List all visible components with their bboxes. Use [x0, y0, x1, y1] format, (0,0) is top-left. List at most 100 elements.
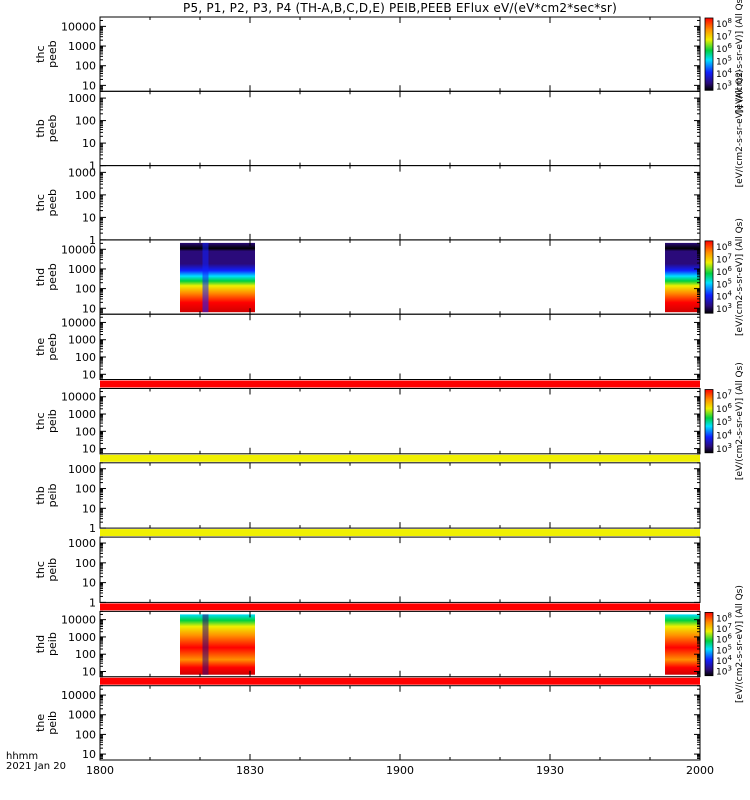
- colorbar-tick-label: 108: [716, 17, 732, 30]
- panel-label: thd: [34, 268, 47, 286]
- data-block-1: [180, 614, 255, 675]
- y-tick-label: 1000: [68, 709, 96, 722]
- panel-label: thc: [34, 45, 47, 62]
- colorbar-tick-label: 107: [716, 622, 732, 635]
- colorbar: [704, 612, 714, 677]
- y-tick-label: 1000: [68, 463, 96, 476]
- panel-frame: [99, 90, 701, 167]
- y-tick-label: 10: [82, 665, 96, 678]
- colorbar-tick-label: 106: [716, 633, 732, 646]
- y-tick-label: 100: [75, 351, 96, 364]
- y-tick-label: 100: [75, 283, 96, 296]
- panel-4: 10000 1000 100 10 thd peeb 108107106105104103[…: [34, 218, 745, 336]
- y-tick-label: 10: [82, 79, 96, 92]
- colorbar: [704, 17, 714, 91]
- date-label: 2021 Jan 20: [6, 761, 66, 772]
- panel-label: the: [34, 338, 47, 356]
- y-tick-label: 10: [82, 137, 96, 150]
- y-tick-label: 100: [75, 728, 96, 741]
- panel-label: peib: [46, 558, 59, 582]
- panel-1: 10000 1000 100 10 thc peeb 108107106105104103[…: [34, 0, 745, 113]
- y-tick-label: 10: [82, 443, 96, 456]
- colorbar-label: [eV/(cm2-s-sr-eV)] (All Qs): [735, 585, 745, 703]
- y-tick-label: 10: [82, 502, 96, 515]
- panel-frame: [99, 388, 701, 455]
- y-tick-label: 10000: [61, 316, 96, 329]
- panel-frame: [99, 462, 701, 529]
- colorbar-label: [eV/(cm2-s-sr-eV)] (All Qs): [735, 362, 745, 480]
- panel-label: thc: [34, 194, 47, 211]
- y-tick-label: 1000: [68, 408, 96, 421]
- panel-label: peeb: [46, 189, 59, 217]
- y-tick-label: 1000: [68, 92, 96, 105]
- panel-label: peeb: [46, 333, 59, 361]
- panel-label: peeb: [46, 263, 59, 291]
- y-tick-label: 1000: [68, 40, 96, 53]
- panel-label: peeb: [46, 115, 59, 143]
- time-format-label: hhmm: [6, 751, 39, 762]
- colorbar-tick-label: 104: [716, 428, 732, 441]
- colorbar: [704, 389, 714, 454]
- y-tick-label: 100: [75, 557, 96, 570]
- y-tick-label: 1: [89, 234, 96, 247]
- chart-title: P5, P1, P2, P3, P4 (TH-A,B,C,D,E) PEIB,P…: [183, 1, 617, 15]
- colorbar-tick-label: 107: [716, 389, 732, 402]
- colorbar-tick-label: 104: [716, 290, 732, 303]
- panel-label: the: [34, 714, 47, 732]
- y-tick-label: 1: [89, 596, 96, 609]
- panel-label: thb: [34, 119, 47, 137]
- panel-9: 10000 1000 100 10 thd peib 108107106105104103[…: [34, 585, 745, 703]
- colorbar-tick-label: 105: [716, 54, 732, 67]
- colorbar-tick-label: 104: [716, 67, 732, 80]
- panel-7: 1000 100 10 1 thb peib: [34, 462, 701, 537]
- y-tick-label: 1000: [68, 537, 96, 550]
- x-tick-label: 1930: [536, 764, 564, 777]
- panel-8: 1000 100 10 1 thc peib: [34, 536, 701, 611]
- colorbar-tick-label: 105: [716, 277, 732, 290]
- y-tick-label: 10000: [61, 689, 96, 702]
- data-block-2: [665, 614, 700, 675]
- y-tick-label: 100: [75, 60, 96, 73]
- y-tick-label: 10: [82, 748, 96, 761]
- colorbar-tick-label: 106: [716, 402, 732, 415]
- y-tick-label: 10: [82, 368, 96, 381]
- flag-bar: [100, 603, 700, 611]
- y-tick-label: 10000: [61, 20, 96, 33]
- y-tick-label: 100: [75, 648, 96, 661]
- y-tick-label: 1000: [68, 334, 96, 347]
- y-tick-label: 10000: [61, 391, 96, 404]
- transition-streak: [202, 614, 209, 675]
- y-tick-label: 10: [82, 577, 96, 590]
- y-tick-label: 10: [82, 302, 96, 315]
- y-tick-label: 1000: [68, 631, 96, 644]
- panel-label: peeb: [46, 40, 59, 68]
- flag-bar: [100, 454, 700, 462]
- panel-frame: [99, 536, 701, 603]
- colorbar-tick-label: 103: [716, 302, 732, 315]
- y-tick-label: 10000: [61, 243, 96, 256]
- colorbar-tick-label: 103: [716, 665, 732, 678]
- x-tick-label: 2000: [686, 764, 714, 777]
- panel-label: peib: [46, 632, 59, 656]
- colorbar-tick-label: 103: [716, 442, 732, 455]
- panel-frame: [99, 16, 701, 92]
- panel-label: thc: [34, 412, 47, 429]
- y-tick-label: 1000: [68, 166, 96, 179]
- panel-label: thd: [34, 635, 47, 653]
- data-block-2: [665, 242, 700, 313]
- panel-label: peib: [46, 711, 59, 735]
- colorbar-tick-label: 107: [716, 252, 732, 265]
- y-tick-label: 100: [75, 425, 96, 438]
- colorbar: [704, 240, 714, 314]
- colorbar-tick-label: 106: [716, 42, 732, 55]
- y-tick-label: 100: [75, 483, 96, 496]
- panel-frame: [99, 685, 701, 761]
- colorbar-label: [eV/(cm2-s-sr-eV)] (All Qs): [735, 70, 745, 188]
- x-tick-label: 1800: [86, 764, 114, 777]
- panel-5: 10000 1000 100 10 the peeb: [34, 313, 701, 388]
- panel-10: 10000 1000 100 10 the peib: [34, 685, 701, 761]
- colorbar-tick-label: 103: [716, 79, 732, 92]
- colorbar-tick-label: 105: [716, 643, 732, 656]
